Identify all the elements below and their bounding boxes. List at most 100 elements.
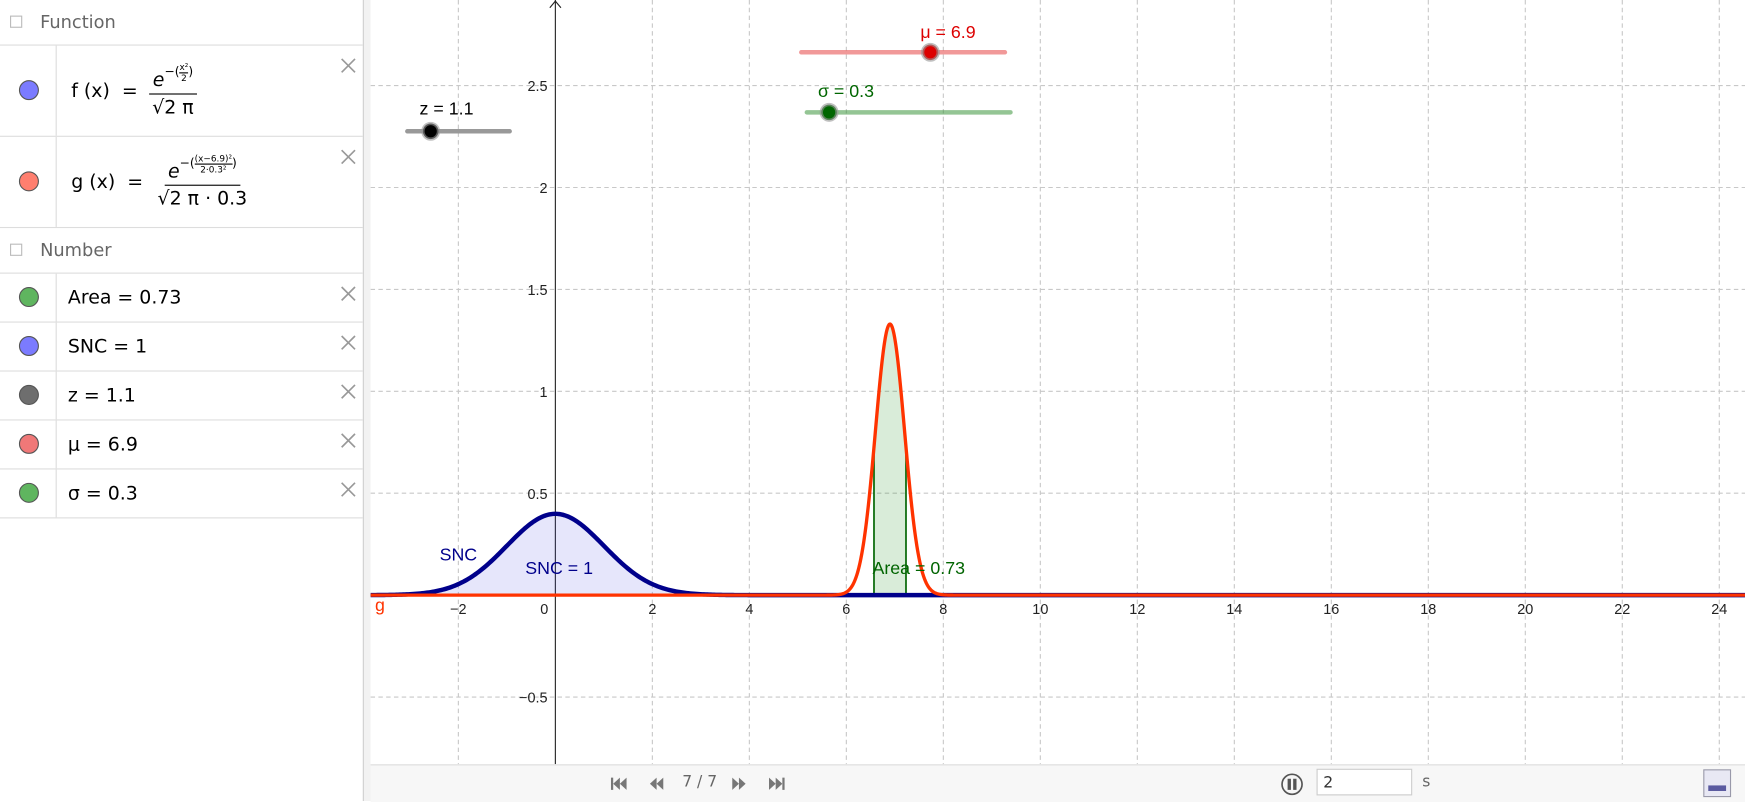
g-label: g xyxy=(375,595,385,615)
exponent-den: 2·0.3² xyxy=(200,164,227,175)
delete-button[interactable] xyxy=(339,383,357,401)
x-tick-label: 20 xyxy=(1517,602,1533,618)
algebra-row: z = 1.1 xyxy=(0,371,363,421)
y-tick-label: 2.5 xyxy=(527,79,547,95)
algebra-row: f (x) = e−(x² 2) √2 π xyxy=(0,45,363,137)
x-tick-label: 16 xyxy=(1323,602,1339,618)
delete-icon xyxy=(341,482,356,497)
visibility-dot[interactable] xyxy=(18,287,39,308)
delete-button[interactable] xyxy=(339,481,357,499)
slider-knob[interactable] xyxy=(920,42,940,62)
next-button[interactable] xyxy=(732,777,746,790)
y-axis-arrow xyxy=(549,0,562,9)
delete-icon xyxy=(341,433,356,448)
g-curve xyxy=(370,322,1745,597)
last-button[interactable] xyxy=(769,777,785,790)
y-tick-label: −0.5 xyxy=(519,691,548,707)
visibility-dot[interactable] xyxy=(18,482,39,503)
snc-label: SNC xyxy=(440,545,478,565)
y-tick-label: 0.5 xyxy=(527,487,547,503)
denominator: √2 π · 0.3 xyxy=(157,188,248,211)
group-header: Number xyxy=(0,228,363,274)
visibility-dot[interactable] xyxy=(18,384,39,405)
speed-input[interactable]: 2 xyxy=(1316,768,1413,796)
graphics-view: −2 0 2 4 6 8 10 12 14 16 18 20 22 24−0.50.511.522.5SN… xyxy=(370,0,1745,765)
delete-icon xyxy=(341,286,356,301)
exponent-fraction: (x−6.9)² 2·0.3² xyxy=(194,153,233,175)
x-tick-label: 18 xyxy=(1420,602,1436,618)
x-tick-label: 24 xyxy=(1711,602,1727,618)
base: e xyxy=(152,69,165,92)
algebra-row: g (x) = e−((x−6.9)² 2·0.3²) √2 π · 0.3 xyxy=(0,136,363,229)
first-button[interactable] xyxy=(610,777,627,790)
row-divider xyxy=(55,136,57,227)
delete-icon xyxy=(341,149,356,165)
number-label: z = 1.1 xyxy=(67,384,136,408)
x-tick-label: 4 xyxy=(745,602,753,618)
row-divider xyxy=(55,322,57,371)
group-title: Function xyxy=(40,11,116,33)
numerator: e−(x² 2) xyxy=(149,62,197,95)
row-divider xyxy=(55,420,57,469)
exponent-open: −( xyxy=(164,64,180,80)
x-tick-label: 8 xyxy=(939,602,947,618)
delete-button[interactable] xyxy=(339,148,357,166)
delete-icon xyxy=(341,384,356,399)
x-tick-label: −2 xyxy=(450,602,466,618)
x-tick-label: 10 xyxy=(1032,602,1048,618)
area-label: Area = 0.73 xyxy=(872,558,965,578)
algebra-row: σ = 0.3 xyxy=(0,469,363,519)
visibility-dot[interactable] xyxy=(18,335,39,356)
formula: g (x) = e−((x−6.9)² 2·0.3²) √2 π · 0.3 xyxy=(71,137,250,227)
visibility-dot[interactable] xyxy=(18,171,39,192)
group-header: Function xyxy=(0,0,363,46)
number-label: μ = 6.9 xyxy=(67,433,138,457)
divider xyxy=(363,0,371,801)
delete-button[interactable] xyxy=(339,57,357,75)
delete-button[interactable] xyxy=(339,285,357,303)
fraction: e−(x² 2) √2 π xyxy=(149,62,197,119)
row-divider xyxy=(55,273,57,322)
playback-icons xyxy=(610,769,1732,798)
exponent-fraction: x² 2 xyxy=(179,62,189,84)
x-tick-label: 12 xyxy=(1129,602,1145,618)
x-tick-label: 2 xyxy=(648,602,656,618)
algebra-row: Area = 0.73 xyxy=(0,273,363,323)
speed-unit: s xyxy=(1422,773,1431,791)
prev-button[interactable] xyxy=(649,777,664,790)
delete-button[interactable] xyxy=(339,334,357,352)
y-tick-label: 1 xyxy=(540,385,548,401)
visibility-dot[interactable] xyxy=(18,433,39,454)
delete-button[interactable] xyxy=(339,432,357,450)
slider-label: μ = 6.9 xyxy=(920,22,975,42)
table-icon[interactable] xyxy=(1703,769,1732,798)
numerator: e−((x−6.9)² 2·0.3²) xyxy=(164,153,241,187)
row-divider xyxy=(55,469,57,518)
pause-button[interactable] xyxy=(1281,773,1303,796)
exponent-close: ) xyxy=(188,64,194,80)
slider-knob[interactable] xyxy=(819,102,839,122)
playback-bar: 7 / 7 2 s xyxy=(370,764,1745,802)
slider-label: z = 1.1 xyxy=(420,99,474,119)
slider-label: σ = 0.3 xyxy=(818,81,874,101)
exponent-den: 2 xyxy=(181,73,187,84)
exponent: −((x−6.9)² 2·0.3²) xyxy=(180,153,237,174)
number-label: Area = 0.73 xyxy=(67,287,182,310)
algebra-row: SNC = 1 xyxy=(0,322,363,372)
delete-icon xyxy=(341,335,356,350)
collapse-toggle[interactable] xyxy=(10,243,23,256)
slider-knob[interactable] xyxy=(421,121,441,141)
number-label: σ = 0.3 xyxy=(67,482,138,506)
exponent-num: x² xyxy=(179,62,189,74)
visibility-dot[interactable] xyxy=(18,80,39,101)
exponent: −(x² 2) xyxy=(164,62,194,83)
collapse-toggle[interactable] xyxy=(10,15,23,28)
fraction: e−((x−6.9)² 2·0.3²) √2 π · 0.3 xyxy=(154,153,250,210)
formula-lhs: f (x) = xyxy=(71,79,138,102)
denominator: √2 π xyxy=(152,97,194,120)
delete-icon xyxy=(341,58,356,73)
y-tick-label: 2 xyxy=(540,181,548,197)
